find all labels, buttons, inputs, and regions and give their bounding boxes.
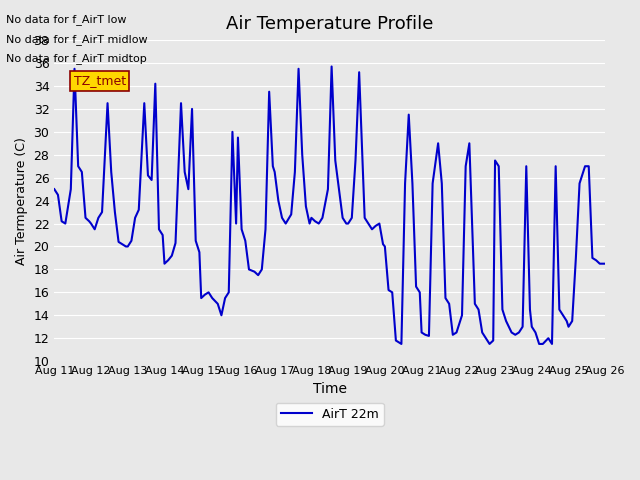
Line: AirT 22m: AirT 22m [54, 67, 605, 344]
AirT 22m [245, 266, 253, 272]
AirT 22m [397, 341, 405, 347]
Text: TZ_tmet: TZ_tmet [74, 74, 125, 87]
Text: No data for f_AirT low: No data for f_AirT low [6, 14, 127, 25]
Text: No data for f_AirT midlow: No data for f_AirT midlow [6, 34, 148, 45]
AirT 22m [328, 64, 335, 70]
Text: No data for f_AirT midtop: No data for f_AirT midtop [6, 53, 147, 64]
AirT 22m [408, 180, 416, 186]
AirT 22m [602, 261, 609, 266]
Legend: AirT 22m: AirT 22m [276, 403, 384, 425]
AirT 22m [51, 186, 58, 192]
AirT 22m [319, 215, 326, 221]
Title: Air Temperature Profile: Air Temperature Profile [226, 15, 433, 33]
AirT 22m [600, 261, 607, 266]
X-axis label: Time: Time [313, 382, 347, 396]
AirT 22m [388, 289, 396, 295]
AirT 22m [445, 301, 453, 307]
Y-axis label: Air Termperature (C): Air Termperature (C) [15, 137, 28, 264]
